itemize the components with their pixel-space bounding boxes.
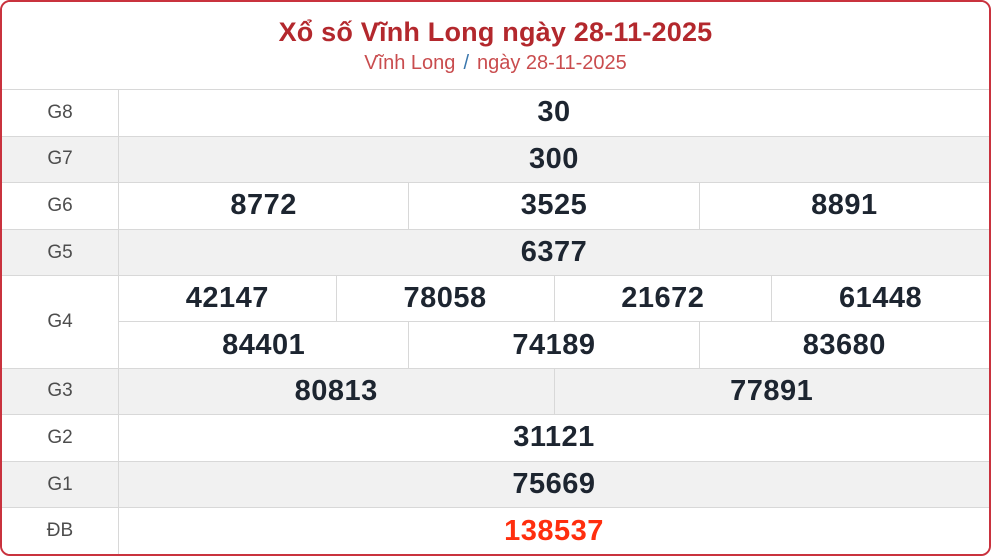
- prize-subrow: 138537: [119, 508, 989, 554]
- page-title: Xổ số Vĩnh Long ngày 28-11-2025: [278, 16, 713, 47]
- prize-label: G7: [2, 136, 119, 183]
- prize-number: 78058: [335, 276, 554, 322]
- prize-number: 84401: [222, 328, 306, 361]
- prize-label: G2: [2, 415, 119, 461]
- prize-row-g8: G8 30: [2, 90, 989, 136]
- results-table: G8 30 G7 300 G6 8772 3525 8891 G5 6377 G4 42147 7805…: [2, 89, 989, 554]
- prize-number: 61448: [771, 276, 989, 322]
- prize-values: 6377: [119, 230, 989, 276]
- prize-number: 74189: [408, 322, 698, 368]
- prize-number: 31121: [513, 421, 595, 454]
- prize-number: 300: [529, 142, 579, 175]
- prize-row-g3: G3 80813 77891: [2, 367, 990, 415]
- prize-label: ĐB: [2, 508, 119, 554]
- prize-label: G1: [2, 461, 119, 508]
- breadcrumb: Vĩnh Long / ngày 28-11-2025: [364, 52, 627, 75]
- prize-values: 42147 78058 21672 61448 84401 74189 83680: [119, 276, 989, 368]
- prize-number: 3525: [408, 183, 698, 229]
- date-link[interactable]: ngày 28-11-2025: [477, 51, 627, 74]
- prize-number: 77891: [553, 368, 990, 415]
- prize-number: 75669: [512, 468, 596, 501]
- breadcrumb-separator: /: [463, 51, 469, 74]
- prize-number: 8772: [230, 189, 297, 222]
- prize-number: 6377: [520, 236, 588, 269]
- province-link[interactable]: Vĩnh Long: [364, 51, 456, 74]
- prize-label: G8: [2, 90, 119, 136]
- prize-values: 300: [119, 137, 989, 183]
- prize-label: G4: [2, 276, 119, 368]
- prize-values: 80813 77891: [119, 368, 990, 415]
- prize-number: 8891: [698, 183, 989, 229]
- prize-subrow: 300: [119, 137, 989, 183]
- prize-subrow: 6377: [119, 230, 989, 276]
- prize-row-g5: G5 6377: [2, 228, 989, 276]
- prize-subrow: 80813 77891: [119, 368, 990, 415]
- prize-label: G6: [2, 183, 119, 229]
- prize-subrow: 30: [119, 90, 989, 136]
- prize-row-g7: G7 300: [2, 135, 989, 183]
- prize-row-g6: G6 8772 3525 8891: [2, 182, 989, 229]
- result-header: Xổ số Vĩnh Long ngày 28-11-2025 Vĩnh Lon…: [2, 2, 989, 89]
- prize-row-g4: G4 42147 78058 21672 61448 84401 74189 83680: [2, 275, 989, 368]
- prize-values: 138537: [119, 508, 989, 554]
- prize-subrow: 42147 78058 21672 61448: [119, 276, 989, 322]
- prize-label: G3: [2, 368, 119, 415]
- prize-row-đb: ĐB 138537: [2, 507, 989, 554]
- prize-subrow: 8772 3525 8891: [119, 183, 989, 229]
- prize-values: 8772 3525 8891: [119, 183, 989, 229]
- prize-number: 42147: [185, 282, 269, 315]
- prize-subrow: 31121: [119, 415, 989, 461]
- prize-values: 31121: [119, 415, 989, 461]
- prize-row-g2: G2 31121: [2, 414, 989, 461]
- prize-number: 30: [537, 96, 571, 129]
- prize-number: 138537: [504, 514, 604, 547]
- prize-number: 21672: [553, 276, 772, 322]
- prize-number: 80813: [294, 374, 378, 407]
- prize-row-g1: G1 75669: [2, 460, 989, 508]
- prize-subrow: 84401 74189 83680: [119, 321, 989, 368]
- prize-number: 83680: [698, 322, 989, 368]
- prize-values: 30: [119, 90, 989, 136]
- prize-label: G5: [2, 229, 119, 276]
- prize-values: 75669: [119, 462, 989, 508]
- prize-subrow: 75669: [119, 462, 989, 508]
